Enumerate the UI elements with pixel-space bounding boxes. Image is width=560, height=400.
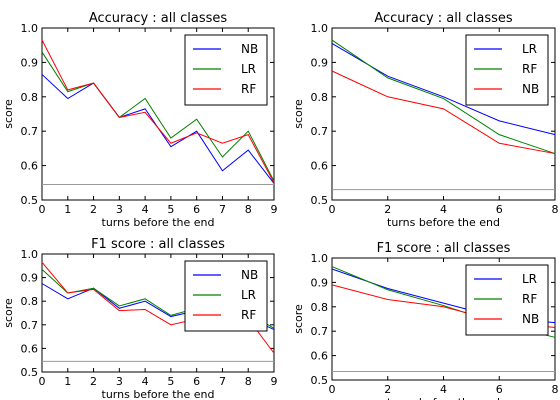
x-tick-label: 2 [90, 203, 97, 216]
y-tick-label: 0.6 [21, 160, 39, 173]
y-tick-label: 0.7 [21, 125, 39, 138]
x-tick-label: 8 [245, 375, 252, 388]
x-tick-label: 9 [271, 375, 278, 388]
y-tick-label: 0.6 [21, 342, 39, 355]
x-tick-label: 8 [552, 383, 559, 396]
y-tick-label: 0.6 [311, 350, 329, 363]
x-tick-label: 2 [90, 375, 97, 388]
x-tick-label: 0 [39, 375, 46, 388]
y-tick-label: 0.8 [311, 91, 329, 104]
x-tick-label: 5 [167, 375, 174, 388]
legend: LR RF NB [465, 264, 549, 336]
y-tick-label: 1.0 [311, 252, 329, 265]
legend-label: RF [241, 308, 256, 322]
x-tick-label: 4 [440, 203, 447, 216]
series-line-lr [41, 51, 275, 182]
y-tick-label: 0.9 [311, 276, 329, 289]
legend-label: NB [241, 42, 258, 56]
legend-label: RF [241, 82, 256, 96]
y-tick-label: 0.9 [21, 56, 39, 69]
legend-label: LR [522, 272, 537, 286]
x-axis-label: turns before the end [387, 216, 500, 229]
y-tick-label: 0.5 [21, 366, 39, 379]
x-tick-label: 6 [496, 383, 503, 396]
legend-label: NB [522, 312, 539, 326]
x-tick-label: 0 [329, 203, 336, 216]
x-tick-label: 1 [64, 203, 71, 216]
x-tick-label: 7 [219, 375, 226, 388]
y-tick-label: 1.0 [311, 22, 329, 35]
chart-title: F1 score : all classes [91, 237, 225, 252]
x-axis-label: turns before the end [387, 396, 500, 400]
y-axis-label: score [292, 304, 305, 334]
y-tick-label: 0.5 [311, 374, 329, 387]
y-tick-label: 0.5 [311, 194, 329, 207]
x-axis-label: turns before the end [102, 388, 215, 400]
chart-title: Accuracy : all classes [374, 11, 513, 26]
legend-box [184, 260, 268, 332]
y-tick-label: 1.0 [21, 22, 39, 35]
y-tick-label: 0.8 [311, 301, 329, 314]
legend-label: LR [522, 42, 537, 56]
chart-title: Accuracy : all classes [89, 11, 228, 26]
x-tick-label: 8 [245, 203, 252, 216]
x-tick-label: 8 [552, 203, 559, 216]
legend-label: NB [522, 82, 539, 96]
legend-label: NB [241, 268, 258, 282]
y-axis-label: score [2, 298, 15, 328]
legend: LR RF NB [465, 34, 549, 106]
legend-box [465, 34, 549, 106]
y-tick-label: 0.7 [311, 125, 329, 138]
x-tick-label: 6 [496, 203, 503, 216]
y-tick-label: 0.7 [21, 319, 39, 332]
x-tick-label: 0 [39, 203, 46, 216]
legend-label: RF [522, 292, 537, 306]
x-tick-label: 4 [142, 203, 149, 216]
chart-panel-3: F1 score : all classes 0 1 2 3 4 5 6 7 8 9 0.5 0.6 0.… [2, 237, 278, 400]
y-axis-label: score [2, 99, 15, 129]
x-tick-label: 1 [64, 375, 71, 388]
x-tick-label: 3 [116, 203, 123, 216]
y-tick-label: 0.7 [311, 325, 329, 338]
legend: NB LR RF [184, 34, 268, 106]
series-line-rf [331, 39, 556, 155]
x-tick-label: 6 [193, 203, 200, 216]
x-tick-label: 2 [384, 383, 391, 396]
legend-box [184, 34, 268, 106]
x-tick-label: 3 [116, 375, 123, 388]
x-tick-label: 5 [167, 203, 174, 216]
y-tick-label: 0.9 [311, 56, 329, 69]
y-tick-label: 0.8 [21, 91, 39, 104]
x-tick-label: 2 [384, 203, 391, 216]
x-tick-label: 4 [142, 375, 149, 388]
x-tick-label: 4 [440, 383, 447, 396]
x-tick-label: 9 [271, 203, 278, 216]
y-tick-label: 0.6 [311, 160, 329, 173]
legend-label: LR [241, 288, 256, 302]
x-tick-label: 7 [219, 203, 226, 216]
x-axis-label: turns before the end [102, 216, 215, 229]
legend-label: RF [522, 62, 537, 76]
chart-panel-2: Accuracy : all classes 0 2 4 6 8 0.5 0.6 0.7 0.8 0… [292, 11, 559, 229]
chart-title: F1 score : all classes [377, 241, 511, 256]
legend-box [465, 264, 549, 336]
chart-panel-4: F1 score : all classes 0 2 4 6 8 0.5 0.6 0.7 0.8 0… [292, 241, 559, 400]
x-tick-label: 6 [193, 375, 200, 388]
y-axis-label: score [292, 99, 305, 129]
y-tick-label: 0.5 [21, 194, 39, 207]
y-tick-label: 1.0 [21, 248, 39, 261]
chart-panel-1: Accuracy : all classes 0 1 2 3 4 5 6 7 8 9 0.5 0.6 0.… [2, 11, 278, 229]
y-tick-label: 0.9 [21, 272, 39, 285]
legend-label: LR [241, 62, 256, 76]
series-line-nb [331, 70, 556, 155]
x-tick-label: 0 [329, 383, 336, 396]
y-tick-label: 0.8 [21, 295, 39, 308]
legend: NB LR RF [184, 260, 268, 332]
series-line-rf [41, 39, 275, 184]
